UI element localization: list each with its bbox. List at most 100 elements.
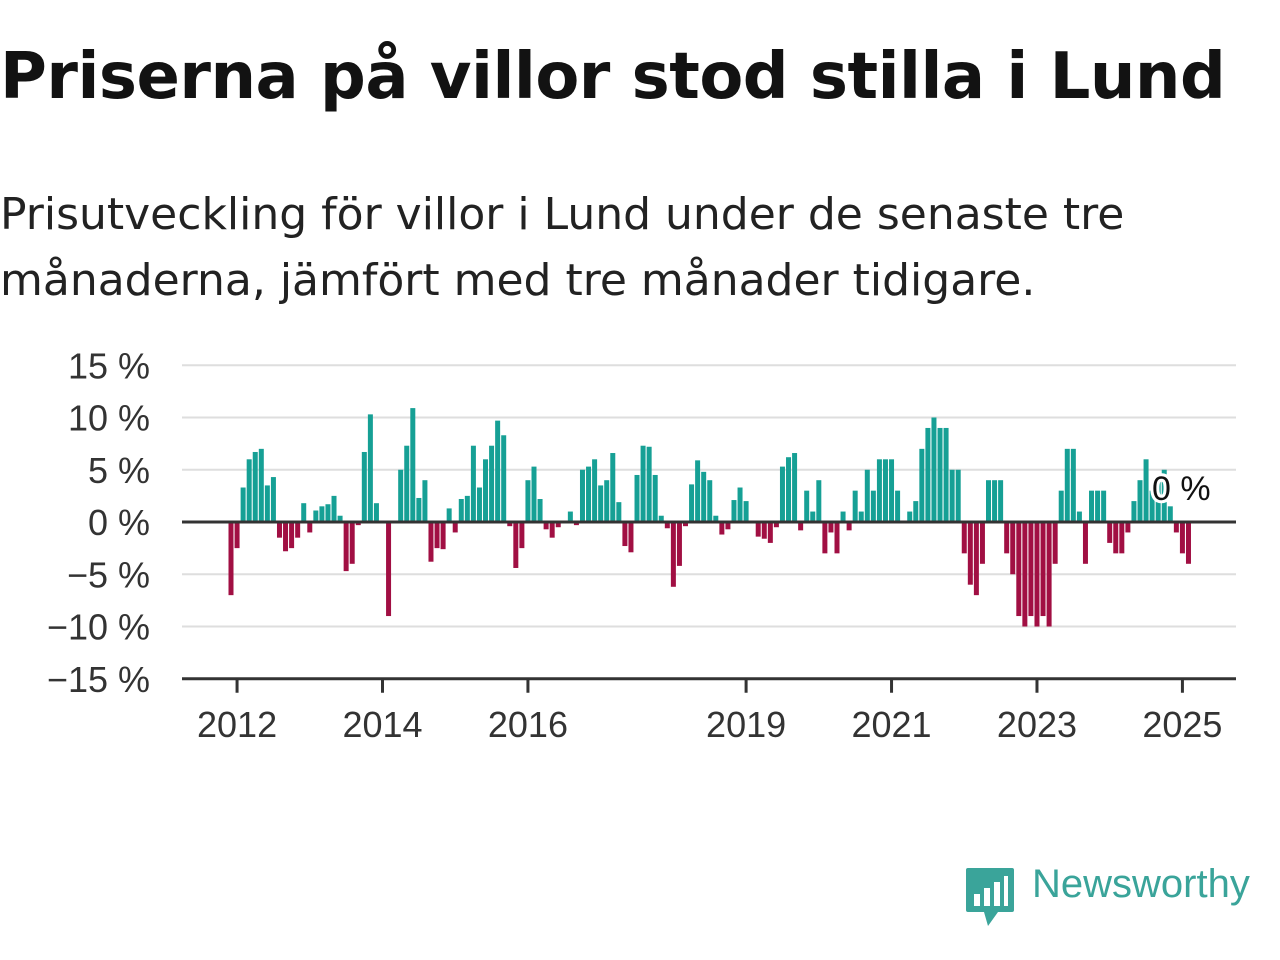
bar — [1076, 511, 1082, 522]
newsworthy-logo-icon — [966, 868, 1014, 926]
bar — [507, 522, 513, 527]
bar — [573, 522, 579, 526]
bar — [701, 471, 707, 522]
bar — [361, 451, 367, 522]
bar — [919, 448, 925, 522]
bar — [616, 502, 622, 522]
bar — [943, 427, 949, 522]
x-tick-label: 2016 — [488, 704, 568, 745]
bar — [1064, 448, 1070, 522]
bar — [1022, 522, 1028, 627]
bar — [1010, 522, 1016, 575]
bar — [949, 469, 955, 522]
bar — [1119, 522, 1125, 554]
bar — [786, 457, 792, 522]
bar — [798, 522, 804, 531]
bar — [1089, 490, 1095, 522]
annotations: 0 % — [1149, 467, 1214, 511]
x-tick-label: 2012 — [197, 704, 277, 745]
bar — [537, 499, 543, 522]
x-tick-label: 2019 — [706, 704, 786, 745]
bar — [416, 497, 422, 522]
y-tick-label: 0 % — [88, 502, 150, 543]
bar — [882, 459, 888, 522]
x-tick-label: 2023 — [997, 704, 1077, 745]
bar — [676, 522, 682, 566]
bar — [828, 522, 834, 533]
bar — [228, 522, 234, 596]
bar — [973, 522, 979, 596]
bar — [1004, 522, 1010, 554]
bar — [895, 490, 901, 522]
bar — [889, 459, 895, 522]
bar — [864, 469, 870, 522]
bar — [755, 522, 761, 537]
x-axis-labels: 2012 2014 2016 2019 2021 2023 2025 — [197, 704, 1222, 745]
bar — [810, 511, 816, 522]
bars — [228, 408, 1191, 627]
bar — [276, 522, 282, 538]
bar — [719, 522, 725, 535]
bar — [840, 511, 846, 522]
bar — [549, 522, 555, 538]
bar — [331, 495, 337, 522]
bar — [986, 480, 991, 522]
bar — [955, 469, 961, 522]
y-tick-label: 10 % — [68, 398, 150, 439]
y-tick-label: 15 % — [68, 345, 150, 386]
chart-subtitle: Prisutveckling för villor i Lund under d… — [0, 189, 1125, 306]
bar — [604, 480, 610, 522]
bar — [501, 435, 507, 522]
bar — [579, 469, 585, 522]
bar — [483, 459, 489, 522]
bar — [725, 522, 731, 530]
bar — [1149, 490, 1155, 522]
bar — [1113, 522, 1119, 554]
bar — [1070, 448, 1076, 522]
bar — [325, 504, 331, 522]
bar — [513, 522, 519, 568]
bar — [1167, 506, 1173, 522]
bar — [452, 522, 458, 533]
bar — [622, 522, 628, 547]
bar — [925, 427, 931, 522]
bar — [761, 522, 767, 539]
x-tick-label: 2021 — [851, 704, 931, 745]
bar — [440, 522, 446, 550]
bar — [1058, 490, 1064, 522]
bar — [998, 480, 1004, 522]
bar — [683, 522, 688, 527]
bar — [313, 510, 319, 522]
bar — [1040, 522, 1046, 617]
bar — [1101, 490, 1107, 522]
bar — [1107, 522, 1113, 543]
bar — [567, 511, 573, 522]
bar — [495, 420, 501, 522]
bar — [252, 451, 258, 522]
bar — [1173, 522, 1179, 533]
bar — [246, 459, 252, 522]
bar — [1161, 469, 1167, 522]
bar — [258, 448, 264, 522]
y-tick-label: −15 % — [47, 659, 150, 700]
x-tick-label: 2014 — [342, 704, 422, 745]
y-tick-label: 5 % — [88, 450, 150, 491]
bar — [470, 445, 476, 522]
bar — [319, 506, 325, 522]
bar — [422, 480, 428, 522]
bar — [1137, 480, 1143, 522]
bar — [767, 522, 773, 543]
bar — [646, 446, 652, 522]
bar — [434, 522, 440, 549]
bar — [343, 522, 349, 572]
bar — [816, 480, 822, 522]
bar — [1052, 522, 1058, 564]
bar — [1131, 501, 1137, 522]
bar — [489, 445, 495, 522]
bar — [1185, 522, 1191, 564]
bar — [264, 485, 270, 522]
bar — [779, 466, 785, 522]
bar — [743, 501, 749, 522]
bar — [670, 522, 676, 587]
axes — [182, 520, 1236, 693]
